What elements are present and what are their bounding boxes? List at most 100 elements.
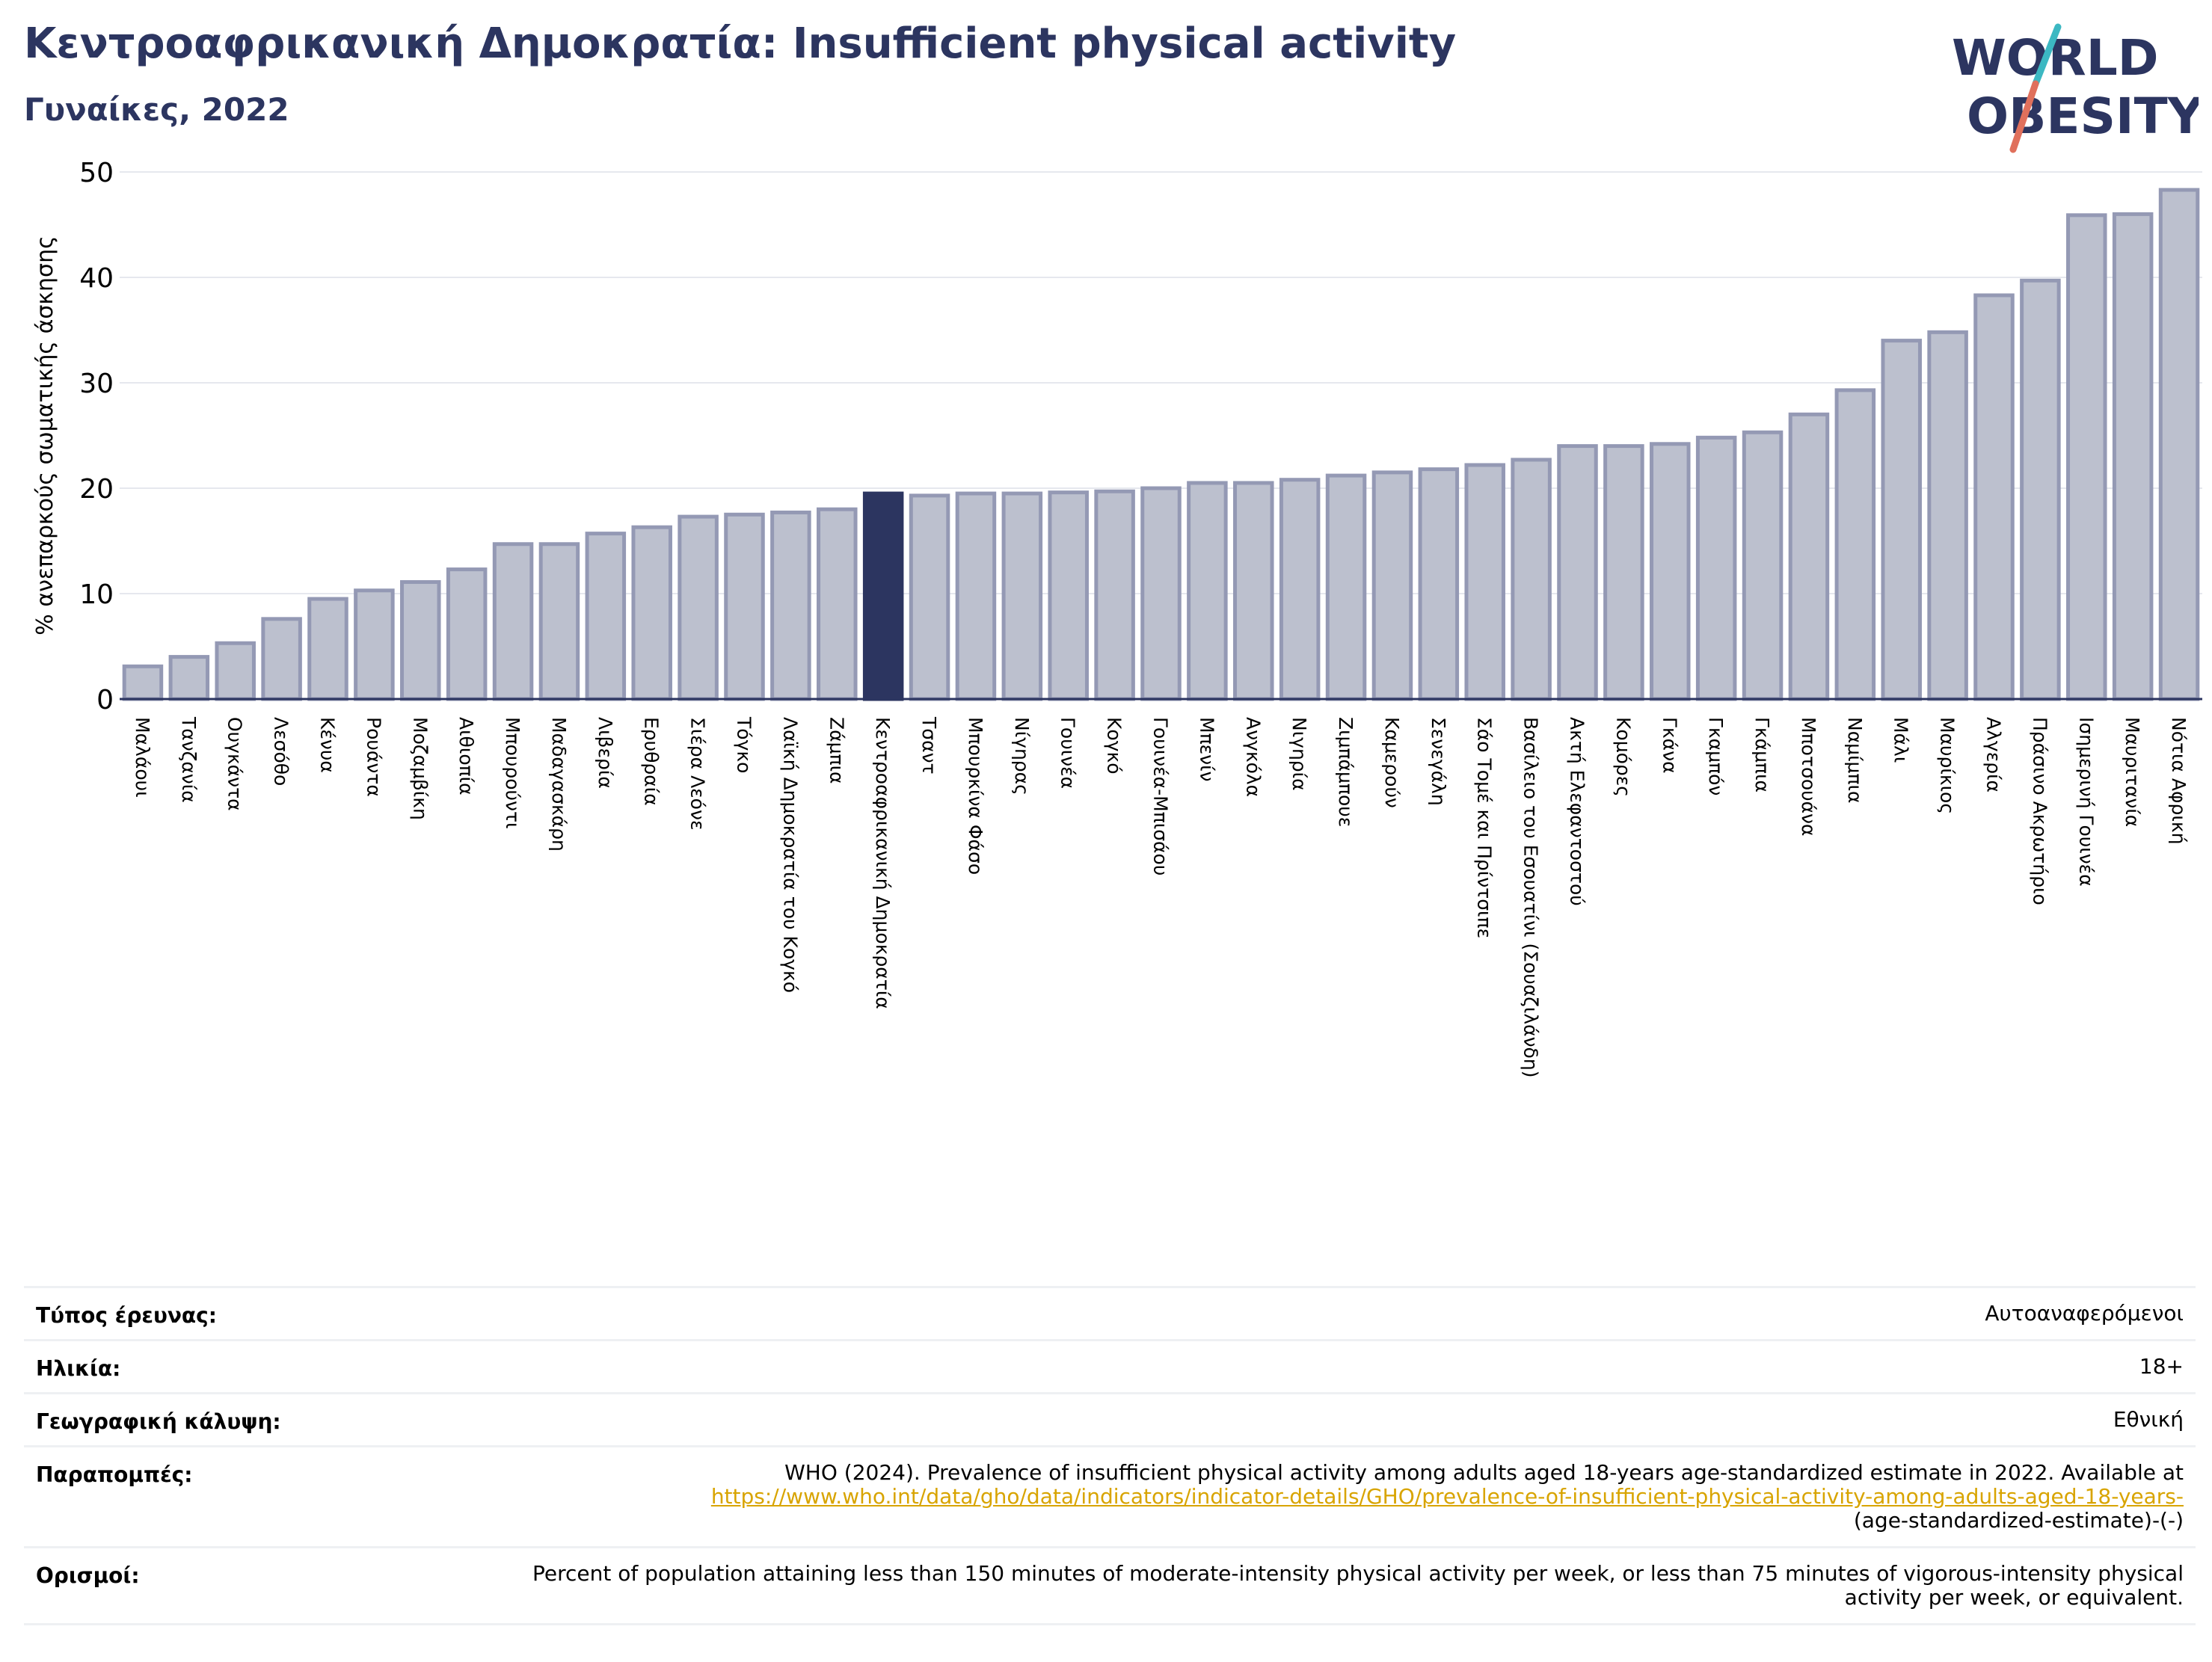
x-tick-label: Κογκό — [1104, 717, 1125, 775]
bar — [1788, 412, 1830, 701]
bar — [770, 510, 811, 701]
x-tick-label: Μπουρούντι — [502, 717, 523, 829]
x-tick-label: Μαυριτανία — [2122, 717, 2143, 827]
x-tick-label: Μαδαγασκάρη — [548, 717, 570, 852]
x-tick-label: Σιέρα Λεόνε — [687, 717, 709, 830]
x-tick-label: Ζιμπάμπουε — [1335, 717, 1357, 827]
x-tick-label: Μάλι — [1890, 717, 1912, 763]
metadata-row: Γεωγραφική κάλυψη: Εθνική — [24, 1392, 2196, 1445]
x-tick-label: Κομόρες — [1612, 717, 1634, 797]
logo-slash-teal — [2032, 23, 2062, 87]
bar — [585, 532, 627, 701]
x-tick-label: Λιβερία — [595, 717, 616, 789]
x-tick-label: Γκάνα — [1659, 717, 1680, 774]
bar — [1048, 490, 1089, 701]
metadata-value-text: Αυτοαναφερόμενοι — [1985, 1301, 2184, 1326]
world-obesity-logo: WORLD OBESITY — [1952, 23, 2199, 153]
bar — [1233, 481, 1274, 701]
reference-link[interactable]: https://www.who.int/data/gho/data/indica… — [710, 1484, 2184, 1509]
metadata-value: Αυτοαναφερόμενοι — [485, 1302, 2184, 1326]
metadata-label: Γεωγραφική κάλυψη: — [36, 1409, 281, 1434]
x-tick-label: Λεσόθο — [271, 717, 292, 786]
x-tick-label: Γουινέα — [1057, 717, 1079, 789]
x-tick-label: Τόγκο — [734, 716, 755, 773]
metadata-table: Τύπος έρευνας: Αυτοαναφερόμενοι Ηλικία: 18+… — [24, 1286, 2196, 1625]
bar — [446, 567, 488, 701]
x-tick-label: Γκαμπόν — [1705, 717, 1727, 795]
x-tick-label: Νότια Αφρική — [2168, 717, 2190, 844]
bar — [1557, 444, 1598, 701]
x-tick-label: Νιγηρία — [1288, 717, 1310, 791]
bar — [122, 664, 164, 701]
bar — [678, 514, 719, 701]
x-tick-label: Καμερούν — [1381, 717, 1403, 808]
y-tick-label: 40 — [79, 263, 114, 294]
bar — [1650, 442, 1691, 701]
x-tick-label: Ακτή Ελεφαντοστού — [1567, 717, 1588, 906]
metadata-value: WHO (2024). Prevalence of insufficient p… — [485, 1461, 2184, 1533]
x-tick-label: Σενεγάλη — [1428, 717, 1449, 806]
x-tick-label: Ανγκόλα — [1242, 717, 1264, 797]
x-tick-label: Μπενίν — [1196, 717, 1217, 782]
x-tick-label: Γουινέα-Μπισάου — [1150, 717, 1172, 875]
x-tick-label: Ουγκάντα — [224, 717, 246, 811]
bar — [1834, 388, 1876, 701]
bar — [2066, 213, 2107, 701]
x-tick-label: Αλγερία — [1983, 717, 2005, 792]
metadata-value: Εθνική — [485, 1408, 2184, 1432]
y-tick-label: 30 — [79, 369, 114, 399]
x-tick-label: Τανζανία — [178, 716, 200, 803]
bar — [2158, 188, 2200, 701]
metadata-label: Τύπος έρευνας: — [36, 1303, 217, 1328]
y-axis-label: % ανεπαρκούς σωματικής άσκησης — [32, 236, 58, 635]
x-tick-label: Μοζαμβίκη — [409, 717, 431, 820]
metadata-value: Percent of population attaining less tha… — [485, 1562, 2184, 1610]
x-tick-label: Αιθιοπία — [455, 717, 477, 795]
metadata-row: Ηλικία: 18+ — [24, 1339, 2196, 1392]
bar — [1881, 339, 1922, 701]
y-axis-ticks: 0 10 20 30 40 50 — [79, 158, 114, 715]
x-tick-label: Μαλάουι — [132, 717, 153, 798]
x-tick-label: Σάο Τομέ και Πρίντσιπε — [1474, 717, 1496, 938]
bar — [2112, 212, 2154, 701]
metadata-row: Ορισμοί: Percent of population attaining … — [24, 1546, 2196, 1625]
bar — [1418, 467, 1460, 701]
x-tick-label: Ζάμπια — [826, 717, 847, 784]
bars — [122, 188, 2200, 701]
bar — [538, 542, 580, 701]
metadata-value-text: 18+ — [2139, 1354, 2184, 1379]
bar — [307, 597, 348, 701]
x-tick-label: Βασίλειο του Εσουατίνι (Σουαζιλάνδη) — [1520, 717, 1542, 1077]
bar — [1187, 481, 1228, 701]
bar — [261, 617, 302, 701]
x-tick-label: Κεντροαφρικανική Δημοκρατία — [872, 717, 894, 1009]
bar — [724, 512, 765, 701]
bar — [631, 525, 672, 701]
x-tick-label: Μποτσουάνα — [1798, 717, 1819, 837]
bar — [492, 542, 534, 701]
x-tick-label: Γκάμπια — [1751, 717, 1773, 792]
x-tick-label: Ισημερινή Γουινέα — [2075, 717, 2097, 887]
logo-line2: OBESITY — [1967, 87, 2199, 145]
metadata-row: Τύπος έρευνας: Αυτοαναφερόμενοι — [24, 1286, 2196, 1339]
metadata-value-text: (age-standardized-estimate)-(-) — [1853, 1508, 2184, 1533]
x-axis-ticks: Μαλάουι Τανζανία Ουγκάντα Λεσόθο Κένυα Ρουάντ… — [132, 716, 2190, 1077]
y-tick-label: 0 — [96, 685, 114, 715]
x-tick-label: Ναμίμπια — [1844, 717, 1866, 803]
logo-slash-coral — [2009, 80, 2039, 153]
bar — [1279, 478, 1321, 701]
bar — [1603, 444, 1644, 701]
bar — [1973, 293, 2015, 701]
metadata-value-text: Percent of population attaining less tha… — [532, 1561, 2184, 1610]
x-tick-label: Λαϊκή Δημοκρατία του Κογκό — [779, 717, 801, 993]
metadata-row: Παραπομπές: WHO (2024). Prevalence of ins… — [24, 1445, 2196, 1546]
bar — [909, 493, 950, 701]
x-tick-label: Ρουάντα — [363, 717, 384, 797]
bar — [400, 579, 441, 701]
bar — [1511, 458, 1552, 701]
metadata-value-text: Εθνική — [2113, 1407, 2184, 1432]
bar — [215, 641, 256, 701]
x-tick-label: Κένυα — [317, 717, 339, 773]
bar — [1325, 473, 1367, 701]
bar — [955, 491, 997, 701]
